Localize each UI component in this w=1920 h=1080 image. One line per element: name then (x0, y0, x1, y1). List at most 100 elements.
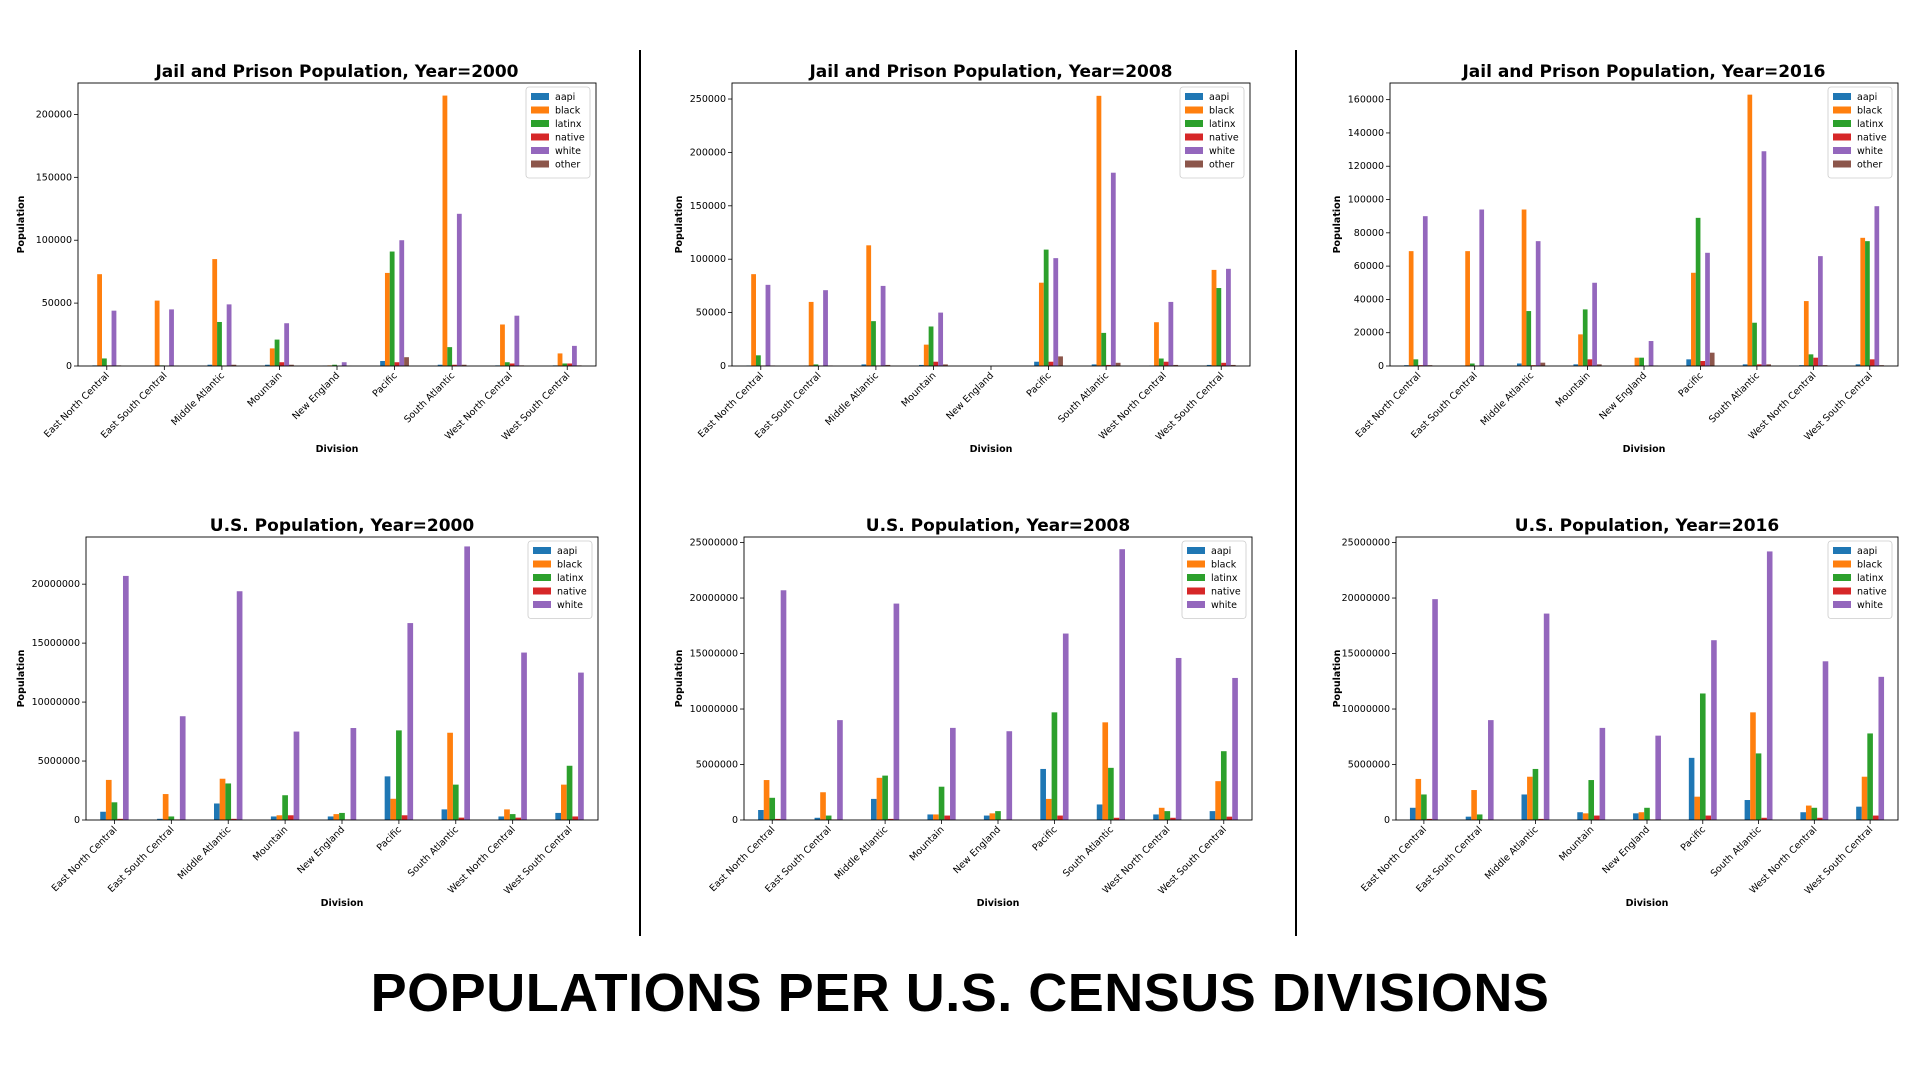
bar-other (404, 357, 409, 366)
bar-aapi (1521, 794, 1528, 820)
bar-latinx (1695, 217, 1701, 366)
legend-label-latinx: latinx (557, 573, 584, 584)
bar-latinx (332, 364, 337, 366)
chart-title: Jail and Prison Population, Year=2016 (1461, 62, 1825, 82)
legend-swatch-aapi (533, 547, 551, 554)
y-tick-label: 60000 (1354, 261, 1384, 272)
bar-latinx (101, 358, 107, 366)
legend-swatch-latinx (1185, 120, 1203, 127)
legend-label-latinx: latinx (1857, 573, 1884, 584)
legend-label-white: white (555, 146, 581, 157)
y-axis-label: Population (1332, 649, 1343, 707)
legend-label-white: white (1857, 146, 1883, 157)
bar-white (1006, 731, 1013, 820)
bar-aapi (861, 364, 867, 366)
bar-black (808, 301, 814, 366)
bar-aapi (100, 811, 106, 820)
legend-swatch-latinx (1187, 574, 1205, 581)
bar-white (514, 315, 520, 366)
bar-native (1594, 815, 1600, 820)
legend-label-black: black (1211, 560, 1237, 571)
legend-swatch-black (1185, 106, 1203, 114)
bar-black (923, 344, 929, 366)
bar-white (293, 731, 300, 820)
bar-latinx (1644, 807, 1650, 820)
y-tick-label: 140000 (1348, 128, 1384, 139)
legend-swatch-aapi (531, 93, 549, 100)
y-tick-label: 20000 (1354, 328, 1384, 339)
legend-label-latinx: latinx (1857, 119, 1884, 130)
bar-aapi (1091, 364, 1097, 366)
y-tick-label: 0 (720, 361, 726, 372)
bar-latinx (452, 784, 459, 821)
bar-aapi (1744, 800, 1751, 820)
bar-black (866, 245, 872, 366)
bar-latinx (1413, 359, 1419, 366)
legend-label-black: black (557, 560, 583, 571)
y-tick-label: 80000 (1354, 228, 1384, 239)
legend-swatch-aapi (1185, 93, 1203, 100)
bar-aapi (1409, 807, 1416, 820)
chart-title: U.S. Population, Year=2016 (1515, 516, 1779, 536)
bar-black (1521, 209, 1527, 366)
x-axis-label: Division (1626, 898, 1669, 909)
legend-swatch-native (1187, 587, 1205, 595)
y-tick-label: 0 (1384, 815, 1390, 826)
x-axis-label: Division (970, 444, 1013, 455)
bar-native (1057, 815, 1063, 820)
bar-white (111, 310, 117, 366)
legend-label-other: other (555, 160, 580, 171)
bar-native (944, 815, 951, 820)
bar-native (1700, 361, 1706, 366)
legend-swatch-latinx (1833, 574, 1851, 581)
y-tick-label: 5000000 (1348, 760, 1390, 771)
bar-native (401, 815, 408, 820)
bar-latinx (938, 786, 945, 820)
bar-other (885, 364, 891, 366)
legend-label-other: other (1857, 160, 1882, 171)
bar-white (1232, 677, 1238, 820)
bar-aapi (814, 817, 821, 820)
bar-latinx (1699, 693, 1706, 820)
x-tick-label: Pacific (1025, 370, 1054, 399)
bar-white (765, 284, 771, 366)
bar-aapi (157, 818, 163, 820)
chart-jail-prison-2008: Jail and Prison Population, Year=2008 0 50… (652, 40, 1292, 480)
bar-native (1761, 817, 1767, 820)
y-axis-label: Population (16, 649, 27, 707)
x-axis-label: Division (316, 444, 359, 455)
bar-aapi (1856, 806, 1862, 820)
bar-other (1058, 356, 1063, 366)
bar-latinx (1532, 768, 1539, 820)
divider-right (1295, 50, 1297, 936)
legend-box (1827, 540, 1893, 619)
bar-black (1465, 251, 1470, 366)
bar-latinx (871, 321, 876, 366)
bar-latinx (447, 347, 453, 366)
bar-native (1426, 818, 1433, 820)
bar-white (341, 362, 347, 366)
bar-latinx (1108, 767, 1114, 820)
legend-swatch-black (1833, 106, 1851, 114)
bar-black (557, 353, 563, 366)
y-tick-label: 120000 (1348, 161, 1384, 172)
bar-black (447, 732, 453, 820)
bar-native (1226, 816, 1233, 820)
bar-white (1599, 727, 1606, 820)
bar-other (1540, 362, 1546, 366)
y-tick-label: 25000000 (690, 538, 738, 549)
bar-white (1422, 216, 1428, 366)
bar-aapi (207, 364, 213, 366)
x-tick-label: Middle Atlantic (1479, 370, 1537, 428)
bar-latinx (1158, 358, 1164, 366)
bar-latinx (339, 812, 345, 820)
y-tick-label: 0 (66, 361, 72, 372)
bar-white (236, 591, 243, 820)
legend-box (1181, 540, 1247, 619)
bar-latinx (1421, 794, 1427, 820)
bar-white (1168, 301, 1174, 366)
legend-label-latinx: latinx (555, 119, 582, 130)
bar-white (1874, 206, 1880, 366)
bar-white (521, 652, 527, 820)
bar-native (1113, 817, 1120, 820)
